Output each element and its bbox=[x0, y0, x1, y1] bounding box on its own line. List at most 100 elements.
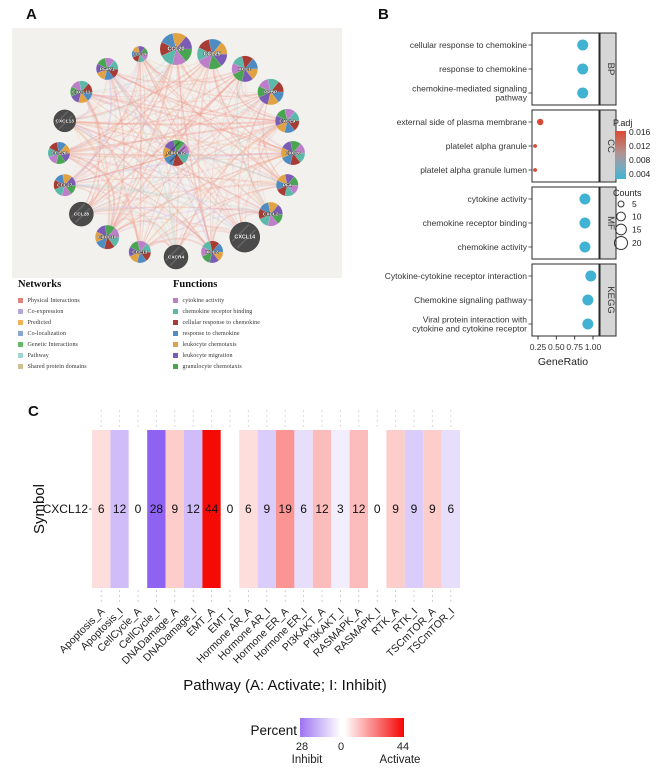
gene-network-svg: CCL19 CCL20 CCL25 XCL1 PPBP CXCL9 CXCL6 PF4 CXCL… bbox=[12, 28, 342, 278]
facet-strip-label: KEGG bbox=[605, 286, 616, 313]
network-node-label: CCL28 bbox=[74, 212, 90, 218]
network-node-label: CXCL10 bbox=[98, 235, 117, 241]
network-node-label: CCL13 bbox=[132, 250, 148, 256]
network-node-PF4: PF4 bbox=[276, 173, 299, 197]
counts-tick-label: 20 bbox=[632, 238, 642, 248]
facet-strip-label: MF bbox=[605, 216, 616, 230]
heatmap-cell-DNADamage_A bbox=[165, 430, 184, 588]
legend-item: Genetic Interactions bbox=[18, 339, 87, 350]
dotplot-content: BP cellular response to chemokine response… bbox=[385, 32, 617, 352]
network-nodes: CCL19 CCL20 CCL25 XCL1 PPBP CXCL9 CXCL6 PF4 CXCL… bbox=[47, 32, 306, 270]
legend-item: Shared protein domains bbox=[18, 361, 87, 372]
padj-tick-label: 0.016 bbox=[629, 127, 651, 137]
network-node-label: CXCL12 bbox=[167, 151, 186, 157]
pathway-axis-title: Pathway (A: Activate; I: Inhibit) bbox=[183, 677, 386, 694]
legend-item: Co-localization bbox=[18, 328, 87, 339]
cell-value: 12 bbox=[315, 502, 329, 516]
facet-strip-label: CC bbox=[605, 139, 616, 153]
legend-swatch bbox=[18, 364, 23, 369]
legend-item-label: Co-localization bbox=[27, 330, 66, 337]
x-tick-label: 0.75 bbox=[566, 342, 583, 352]
cell-value: 44 bbox=[205, 502, 219, 516]
term-label: platelet alpha granule lumen bbox=[420, 165, 527, 175]
network-node-label: XCL2 bbox=[206, 250, 219, 256]
term-label: Viral protein interaction with bbox=[423, 315, 528, 325]
network-node-CCL26: CCL26 bbox=[47, 141, 71, 165]
term-label: cytokine and cytokine receptor bbox=[412, 324, 527, 334]
network-node-label: XCL1 bbox=[239, 66, 252, 72]
heatmap-cell-TSCmTOR_A bbox=[423, 430, 442, 588]
network-node-label: CXCL6 bbox=[285, 151, 301, 157]
legend-item-label: Genetic Interactions bbox=[27, 341, 78, 348]
term-label: Cytokine-cytokine receptor interaction bbox=[385, 271, 527, 281]
facet-strip-BP bbox=[599, 32, 617, 106]
cell-value: 9 bbox=[429, 502, 436, 516]
heatmap-cell-RASMAPK_I bbox=[368, 430, 387, 588]
network-node-CCL27: CCL27 bbox=[53, 173, 76, 197]
network-node-label: PPBP bbox=[264, 89, 278, 95]
cell-value: 0 bbox=[227, 502, 234, 516]
legend-item: Co-expression bbox=[18, 306, 87, 317]
cell-value: 6 bbox=[245, 502, 252, 516]
legend-item-label: cellular response to chemokine bbox=[182, 319, 260, 326]
counts-tick-label: 5 bbox=[632, 199, 637, 209]
x-tick-label: 1.00 bbox=[585, 342, 602, 352]
x-tick-label: 0.25 bbox=[530, 342, 547, 352]
network-node-CXCL6: CXCL6 bbox=[280, 140, 306, 166]
heatmap-cell-TSCmTOR_I bbox=[441, 430, 460, 588]
legend-swatch bbox=[173, 309, 178, 314]
cell-value: 3 bbox=[337, 502, 344, 516]
enrichment-dot bbox=[582, 294, 594, 306]
padj-tick-labels: 0.016 0.012 0.008 0.004 bbox=[629, 127, 651, 179]
heatmap-cell-PI3KAKT_A bbox=[312, 430, 332, 588]
heatmap-cell-EMT_A bbox=[202, 430, 221, 588]
term-label: chemokine receptor binding bbox=[423, 218, 528, 228]
network-node-CCL25: CCL25 bbox=[197, 38, 228, 70]
network-node-label: CXCL2 bbox=[263, 212, 279, 218]
network-node-XCL2: XCL2 bbox=[201, 240, 224, 264]
network-node-label: CCL25 bbox=[204, 52, 221, 58]
legend-item-label: cytokine activity bbox=[182, 297, 225, 304]
panel-c-label: C bbox=[28, 403, 39, 420]
term-label: pathway bbox=[495, 93, 527, 103]
network-node-CXCR4: CXCR4 bbox=[163, 244, 189, 270]
legend-item-label: Predicted bbox=[27, 319, 52, 326]
legend-swatch bbox=[173, 364, 178, 369]
network-node-CCL28: CCL28 bbox=[69, 201, 94, 227]
legend-item: response to chemokine bbox=[173, 328, 260, 339]
heatmap-cell-RTK_I bbox=[404, 430, 424, 588]
legend-item-label: Co-expression bbox=[27, 308, 64, 315]
heatmap-cell-PI3KAKT_I bbox=[331, 430, 350, 588]
network-node-CXCL9: CXCL9 bbox=[275, 108, 300, 134]
legend-item-label: chemokine receptor binding bbox=[182, 308, 253, 315]
enrichment-dotplot-svg: BP cellular response to chemokine response… bbox=[385, 32, 651, 368]
term-label: response to chemokine bbox=[439, 64, 527, 74]
enrichment-dot bbox=[533, 168, 537, 172]
network-node-CCL13: CCL13 bbox=[128, 240, 151, 264]
enrichment-dot bbox=[577, 87, 589, 99]
heatmap-cell-CellCycle_A bbox=[128, 430, 148, 588]
legend-swatch bbox=[173, 298, 178, 303]
network-node-CXCL10: CXCL10 bbox=[95, 224, 120, 250]
heatmap-cell-EMT_I bbox=[220, 430, 240, 588]
enrichment-dot bbox=[579, 241, 591, 253]
legend-swatch bbox=[173, 331, 178, 336]
cell-value: 9 bbox=[411, 502, 418, 516]
networks-legend: Networks Physical Interactions Co-express… bbox=[18, 279, 87, 372]
network-node-CXCL11: CXCL11 bbox=[70, 80, 93, 104]
percent-left-value: 28 bbox=[296, 741, 308, 753]
counts-legend-circle bbox=[615, 223, 627, 236]
padj-tick-label: 0.008 bbox=[629, 155, 651, 165]
term-label: chemokine-mediated signaling bbox=[412, 84, 527, 94]
network-node-label: PF4V1 bbox=[100, 66, 115, 72]
padj-legend-title: P.adj bbox=[613, 118, 632, 128]
cell-value: 0 bbox=[374, 502, 381, 516]
counts-legend-circle bbox=[617, 200, 625, 208]
enrichment-dot bbox=[579, 217, 591, 229]
legend-item-label: granulocyte chemotaxis bbox=[182, 363, 242, 370]
legend-item: cellular response to chemokine bbox=[173, 317, 260, 328]
legend-swatch bbox=[173, 320, 178, 325]
padj-tick-label: 0.012 bbox=[629, 141, 651, 151]
term-label: external side of plasma membrane bbox=[397, 117, 528, 127]
